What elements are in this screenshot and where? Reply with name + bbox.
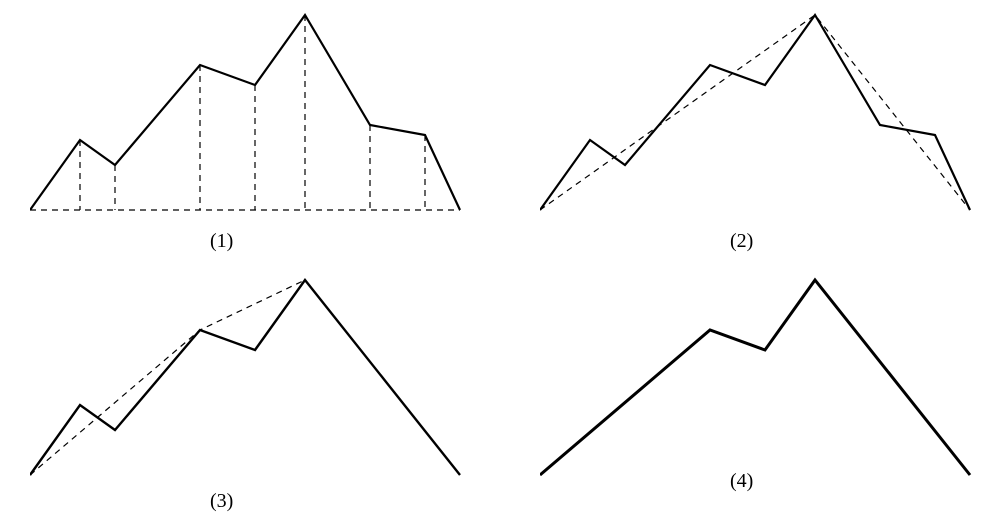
panel-1-polyline: [30, 15, 460, 210]
figure-canvas: (1) (2) (3) (4): [0, 0, 1000, 509]
panel-4-polyline: [540, 280, 970, 475]
panel-3-polyline: [30, 280, 460, 475]
panel-2-svg: [540, 5, 980, 230]
panel-3: [30, 270, 470, 495]
panel-3-label: (3): [210, 490, 233, 513]
panel-2-label: (2): [730, 230, 753, 253]
panel-4-label: (4): [730, 470, 753, 493]
panel-2-polyline: [540, 15, 970, 210]
panel-1: [30, 5, 470, 230]
panel-3-svg: [30, 270, 470, 495]
panel-2-simplified-dashed: [540, 15, 970, 210]
panel-1-dashed-group: [30, 15, 460, 210]
panel-3-simplified-dashed: [30, 280, 305, 475]
panel-1-label: (1): [210, 230, 233, 253]
panel-4-svg: [540, 270, 980, 495]
panel-1-svg: [30, 5, 470, 230]
panel-4: [540, 270, 980, 495]
panel-2: [540, 5, 980, 230]
